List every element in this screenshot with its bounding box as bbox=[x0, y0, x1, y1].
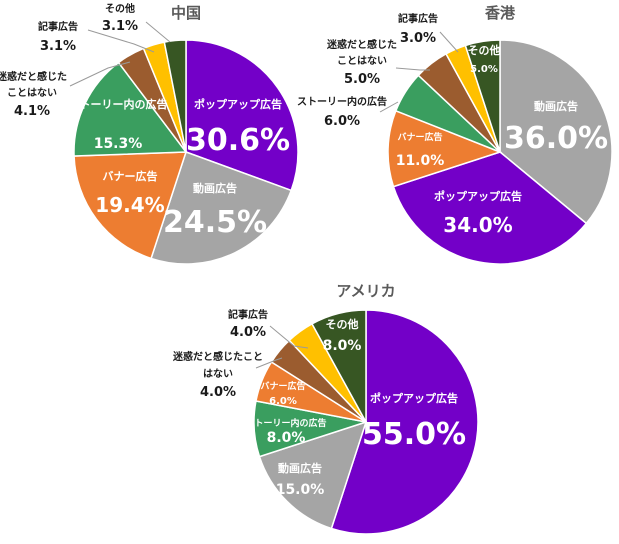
slice-value-popup: 30.6% bbox=[186, 123, 290, 158]
slice-value-popup: 55.0% bbox=[362, 417, 466, 452]
slice-value-story: 15.3% bbox=[94, 136, 143, 152]
slice-value-article: 4.0% bbox=[230, 325, 266, 340]
slice-value-not_annoying: 4.1% bbox=[14, 104, 50, 119]
slice-label-video: 動画広告 bbox=[278, 461, 322, 475]
slice-value-other: 3.1% bbox=[102, 19, 138, 34]
slice-label-not_annoying: 迷惑だと感じた bbox=[326, 38, 397, 51]
slice-label-banner: バナー広告 bbox=[260, 380, 305, 392]
chart-title-us: アメリカ bbox=[336, 282, 395, 300]
slice-value-video: 36.0% bbox=[504, 121, 608, 156]
slice-label-banner: バナー広告 bbox=[397, 131, 442, 143]
slice-label-article: 記事広告 bbox=[228, 308, 268, 321]
leader-line-article bbox=[269, 325, 309, 349]
slice-label-story: ストーリー内の広告 bbox=[297, 95, 387, 108]
slice-label-popup: ポップアップ広告 bbox=[434, 189, 522, 203]
slice-label-not_annoying-line2: ことはない bbox=[7, 87, 57, 99]
slice-label-popup: ポップアップ広告 bbox=[194, 97, 282, 111]
pie-slice-popup bbox=[330, 309, 479, 535]
slice-value-banner: 11.0% bbox=[396, 153, 445, 169]
slice-value-other: 5.0% bbox=[470, 64, 498, 75]
slice-value-video: 24.5% bbox=[163, 205, 267, 240]
slice-value-banner: 19.4% bbox=[95, 193, 164, 217]
slice-label-popup: ポップアップ広告 bbox=[370, 391, 458, 405]
pie-slice-popup bbox=[185, 39, 299, 192]
slice-label-other: その他 bbox=[468, 43, 501, 57]
pie-slice-other bbox=[163, 39, 187, 153]
slice-label-video: 動画広告 bbox=[534, 99, 578, 113]
slice-label-story: ストーリー内の広告 bbox=[69, 97, 168, 111]
pie-slice-video bbox=[499, 39, 613, 225]
slice-label-other: その他 bbox=[326, 317, 359, 331]
chart-title-cn: 中国 bbox=[171, 4, 201, 22]
slice-label-story: ストーリー内の広告 bbox=[245, 417, 326, 429]
slice-label-video: 動画広告 bbox=[193, 181, 237, 195]
slice-label-article: 記事広告 bbox=[38, 20, 78, 33]
slice-label-not_annoying: 迷惑だと感じたこと bbox=[172, 350, 263, 363]
pie-slice-banner bbox=[387, 109, 503, 188]
slice-value-story: 6.0% bbox=[324, 114, 360, 129]
slice-label-not_annoying: 迷惑だと感じた bbox=[0, 70, 67, 83]
slice-label-banner: バナー広告 bbox=[103, 169, 158, 183]
chart-title-hk: 香港 bbox=[485, 4, 516, 22]
slice-value-not_annoying: 4.0% bbox=[200, 385, 236, 400]
slice-value-video: 15.0% bbox=[276, 482, 325, 498]
slice-label-other: その他 bbox=[105, 2, 135, 15]
slice-value-other: 8.0% bbox=[323, 338, 362, 354]
pie-chart-us: アメリカポップアップ広告55.0%動画広告15.0%ストーリー内の広告8.0%バ… bbox=[172, 282, 479, 535]
leader-line-article bbox=[439, 31, 459, 53]
slice-value-article: 3.1% bbox=[40, 39, 76, 54]
slice-label-not_annoying-line2: ことはない bbox=[337, 55, 387, 67]
pie-slice-other bbox=[464, 39, 501, 153]
slice-label-not_annoying-line2: はない bbox=[203, 368, 233, 380]
pie-slice-video bbox=[150, 151, 293, 265]
pie-slice-popup bbox=[392, 151, 588, 265]
leader-line-story bbox=[379, 101, 399, 113]
pie-slice-other bbox=[311, 309, 367, 423]
slice-value-popup: 34.0% bbox=[443, 213, 512, 237]
slice-label-article: 記事広告 bbox=[398, 12, 438, 25]
slice-value-not_annoying: 5.0% bbox=[344, 72, 380, 87]
slice-value-banner: 6.0% bbox=[269, 396, 297, 407]
slice-value-story: 8.0% bbox=[267, 430, 306, 446]
leader-line-not_annoying bbox=[69, 61, 131, 87]
leader-line-other bbox=[145, 21, 171, 43]
leader-line-not_annoying bbox=[395, 67, 430, 71]
pie-slice-banner bbox=[73, 151, 188, 260]
leader-line-article bbox=[87, 29, 155, 53]
slice-value-article: 3.0% bbox=[400, 31, 436, 46]
leader-line-not_annoying bbox=[255, 357, 283, 369]
